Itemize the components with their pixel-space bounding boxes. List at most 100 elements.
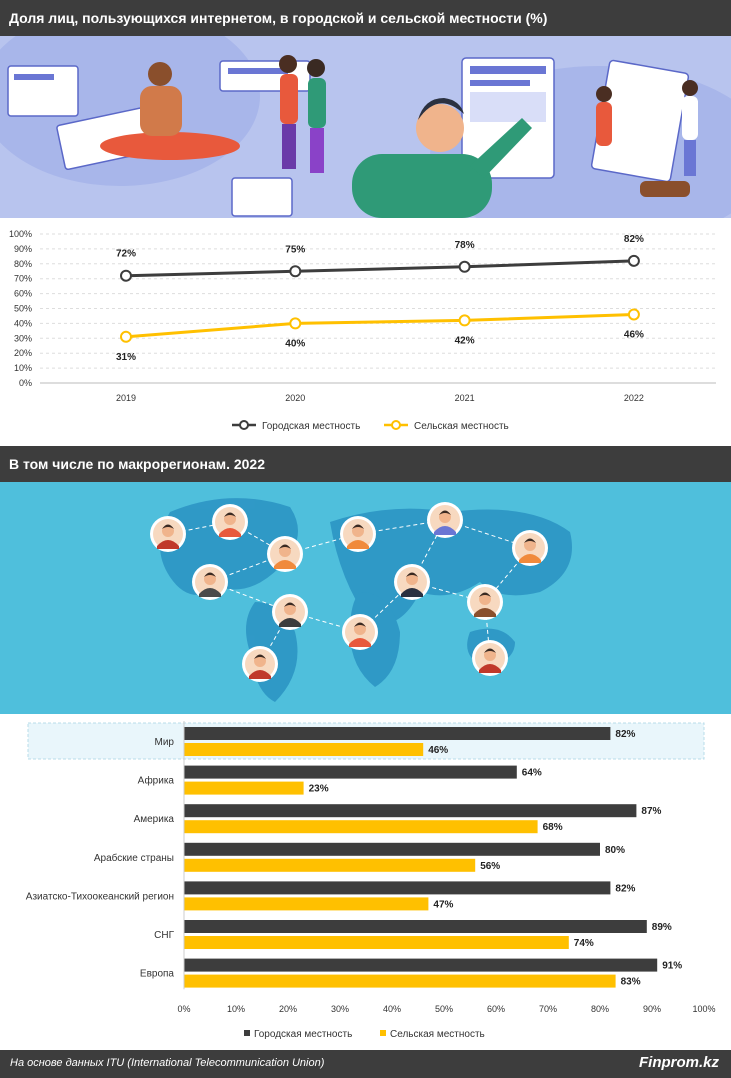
category-label: Европа [140,969,175,980]
data-point [289,265,302,278]
brand-logo: Finprom.kz [638,1054,719,1071]
bar [184,727,611,740]
avatar-icon [467,584,503,620]
data-point [120,330,132,343]
data-point [458,314,471,327]
data-label: 80% [605,845,625,856]
x-tick-label: 20% [279,1004,297,1014]
data-label: 46% [428,745,448,756]
bar [184,881,611,895]
legend-label: Сельская местность [414,421,509,432]
avatar-icon [427,502,463,538]
avatar-icon [512,530,548,566]
avatar-icon [342,614,378,650]
header-line-chart: Доля лиц, пользующихся интернетом, в гор… [0,0,731,36]
avatar-icon [340,516,376,552]
x-tick-label: 60% [487,1004,505,1014]
avatar-icon [272,594,308,630]
legend-swatch [244,1030,250,1036]
data-label: 23% [309,784,329,795]
bar [184,920,647,933]
bar-chart: Мир 82% 46% Африка 64% 23% Америка 87% 68% Арабск… [0,714,731,1050]
category-label: Арабские страны [94,852,174,864]
category-label: Африка [138,775,175,787]
data-label: 68% [543,822,563,833]
data-point [289,317,302,330]
avatar-icon [267,536,303,572]
data-label: 47% [433,899,453,910]
data-label: 72% [116,249,136,260]
bar [184,820,538,834]
data-point [458,260,471,273]
x-tick-label: 2019 [116,393,136,403]
avatar-icon [192,564,228,600]
x-tick-label: 2020 [285,393,305,403]
data-label: 82% [615,883,635,894]
data-point [120,269,132,282]
series-line [125,259,634,278]
x-tick-label: 100% [692,1004,715,1014]
bar [184,765,517,779]
data-label: 31% [116,352,136,363]
category-label: Мир [155,737,175,748]
data-point [627,254,640,267]
x-tick-label: 0% [177,1004,190,1014]
data-label: 75% [285,244,305,255]
x-tick-label: 80% [591,1004,609,1014]
y-tick-label: 10% [14,363,32,373]
y-tick-label: 100% [9,229,32,239]
data-label: 89% [652,922,672,933]
data-label: 78% [455,240,475,251]
legend-label: Сельская местность [390,1029,485,1040]
bar [184,858,476,872]
bar [184,974,616,988]
bar [184,743,424,756]
y-tick-label: 60% [14,289,32,299]
avatar-icon [472,640,508,676]
data-label: 74% [574,938,594,949]
category-label: Азиатско-Тихоокеанский регион [26,891,174,902]
y-tick-label: 80% [14,259,32,269]
bar [184,897,429,911]
legend-marker [239,420,249,430]
y-tick-label: 0% [19,378,32,388]
data-label: 83% [621,977,641,988]
x-tick-label: 30% [331,1004,349,1014]
legend-label: Городская местность [254,1029,352,1040]
line-chart: 0% 10% 20% 30% 40% 50% 60% 70% 80% 90% 100% 2019 202… [0,218,731,446]
bar [184,936,569,949]
x-tick-label: 70% [539,1004,557,1014]
x-tick-label: 40% [383,1004,401,1014]
y-tick-label: 50% [14,304,32,314]
x-tick-label: 10% [227,1004,245,1014]
data-label: 82% [624,234,644,245]
y-tick-label: 40% [14,318,32,328]
avatar-icon [394,564,430,600]
data-point [627,308,640,321]
x-tick-label: 2021 [455,393,475,403]
world-network-illustration [0,482,731,714]
y-tick-label: 90% [14,244,32,254]
x-tick-label: 2022 [624,393,644,403]
source-note: На основе данных ITU (International Tele… [10,1057,325,1069]
y-tick-label: 20% [14,348,32,358]
avatar-icon [150,516,186,552]
data-label: 46% [624,329,644,340]
data-label: 42% [455,335,475,346]
data-label: 64% [522,768,542,779]
data-label: 56% [480,861,500,872]
y-tick-label: 30% [14,333,32,343]
x-tick-label: 90% [643,1004,661,1014]
legend-swatch [380,1030,386,1036]
bar [184,781,304,795]
data-label: 91% [662,961,682,972]
category-label: СНГ [154,930,174,941]
header-bar-chart: В том числе по макрорегионам. 2022 [0,446,731,482]
data-label: 87% [641,806,661,817]
legend-marker [391,420,401,430]
avatar-icon [212,504,248,540]
data-label: 40% [285,338,305,349]
avatar-icon [242,646,278,682]
series-line [125,312,634,339]
internet-users-illustration [0,36,731,218]
